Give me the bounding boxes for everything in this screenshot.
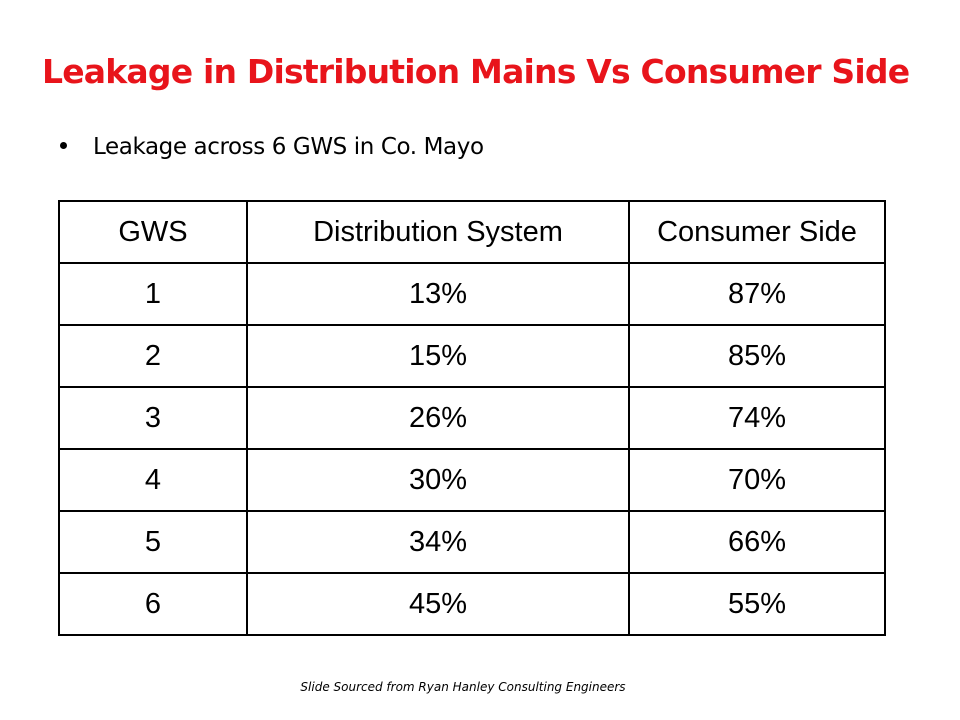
cell-gws: 3 (58, 386, 248, 450)
cell-consumer-side: 55% (628, 572, 886, 636)
cell-distribution-system: 45% (246, 572, 630, 636)
table-row: 5 34% 66% (58, 510, 886, 574)
slide-title: Leakage in Distribution Mains Vs Consume… (42, 52, 910, 91)
bullet-text: Leakage across 6 GWS in Co. Mayo (93, 134, 484, 160)
cell-gws: 6 (58, 572, 248, 636)
cell-distribution-system: 15% (246, 324, 630, 388)
cell-consumer-side: 70% (628, 448, 886, 512)
bullet-dot-icon (60, 141, 67, 149)
cell-gws: 1 (58, 262, 248, 326)
cell-consumer-side: 66% (628, 510, 886, 574)
table-row: 3 26% 74% (58, 386, 886, 450)
table-row: 1 13% 87% (58, 262, 886, 326)
header-distribution-system: Distribution System (246, 200, 630, 264)
table-row: 6 45% 55% (58, 572, 886, 636)
bullet-list: Leakage across 6 GWS in Co. Mayo (60, 134, 484, 160)
cell-gws: 5 (58, 510, 248, 574)
cell-consumer-side: 87% (628, 262, 886, 326)
source-footnote: Slide Sourced from Ryan Hanley Consultin… (300, 680, 626, 694)
bullet-item: Leakage across 6 GWS in Co. Mayo (60, 134, 484, 160)
cell-distribution-system: 26% (246, 386, 630, 450)
table-row: 4 30% 70% (58, 448, 886, 512)
cell-gws: 2 (58, 324, 248, 388)
table-row: 2 15% 85% (58, 324, 886, 388)
table-header-row: GWS Distribution System Consumer Side (58, 200, 886, 264)
cell-distribution-system: 13% (246, 262, 630, 326)
leakage-table: GWS Distribution System Consumer Side 1 … (58, 200, 886, 636)
cell-distribution-system: 34% (246, 510, 630, 574)
header-consumer-side: Consumer Side (628, 200, 886, 264)
cell-gws: 4 (58, 448, 248, 512)
cell-consumer-side: 74% (628, 386, 886, 450)
cell-consumer-side: 85% (628, 324, 886, 388)
cell-distribution-system: 30% (246, 448, 630, 512)
header-gws: GWS (58, 200, 248, 264)
